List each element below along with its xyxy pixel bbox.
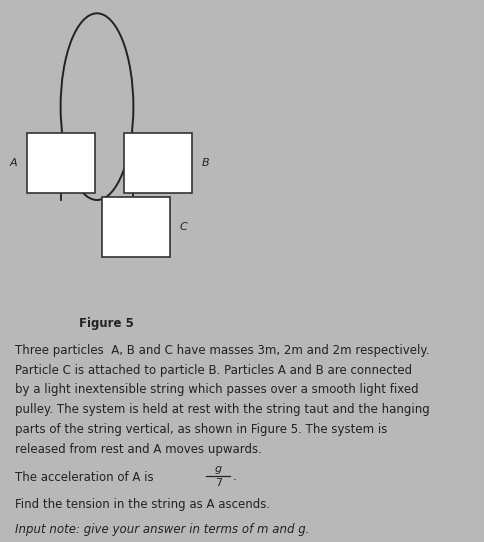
Text: .: . xyxy=(232,470,236,483)
Text: Particle C is attached to particle B. Particles A and B are connected: Particle C is attached to particle B. Pa… xyxy=(15,364,411,377)
FancyBboxPatch shape xyxy=(102,197,169,257)
Text: C: C xyxy=(179,222,187,231)
Text: g: g xyxy=(214,464,221,474)
Text: Find the tension in the string as A ascends.: Find the tension in the string as A asce… xyxy=(15,498,269,511)
Text: 7: 7 xyxy=(214,479,221,488)
FancyBboxPatch shape xyxy=(123,133,191,193)
Text: released from rest and A moves upwards.: released from rest and A moves upwards. xyxy=(15,443,261,456)
Text: 3m: 3m xyxy=(51,158,70,169)
Text: Figure 5: Figure 5 xyxy=(79,317,134,330)
Text: 2m: 2m xyxy=(126,222,145,231)
Text: Three particles  A, B and C have masses 3m, 2m and 2m respectively.: Three particles A, B and C have masses 3… xyxy=(15,344,428,357)
Text: by a light inextensible string which passes over a smooth light fixed: by a light inextensible string which pas… xyxy=(15,383,417,396)
Text: A: A xyxy=(9,158,17,169)
Text: B: B xyxy=(201,158,209,169)
Text: 2m: 2m xyxy=(148,158,166,169)
Text: Input note: give your answer in terms of m and g.: Input note: give your answer in terms of… xyxy=(15,523,308,536)
FancyBboxPatch shape xyxy=(27,133,94,193)
Text: pulley. The system is held at rest with the string taut and the hanging: pulley. The system is held at rest with … xyxy=(15,403,428,416)
Text: parts of the string vertical, as shown in Figure 5. The system is: parts of the string vertical, as shown i… xyxy=(15,423,386,436)
Text: The acceleration of A is: The acceleration of A is xyxy=(15,471,157,484)
